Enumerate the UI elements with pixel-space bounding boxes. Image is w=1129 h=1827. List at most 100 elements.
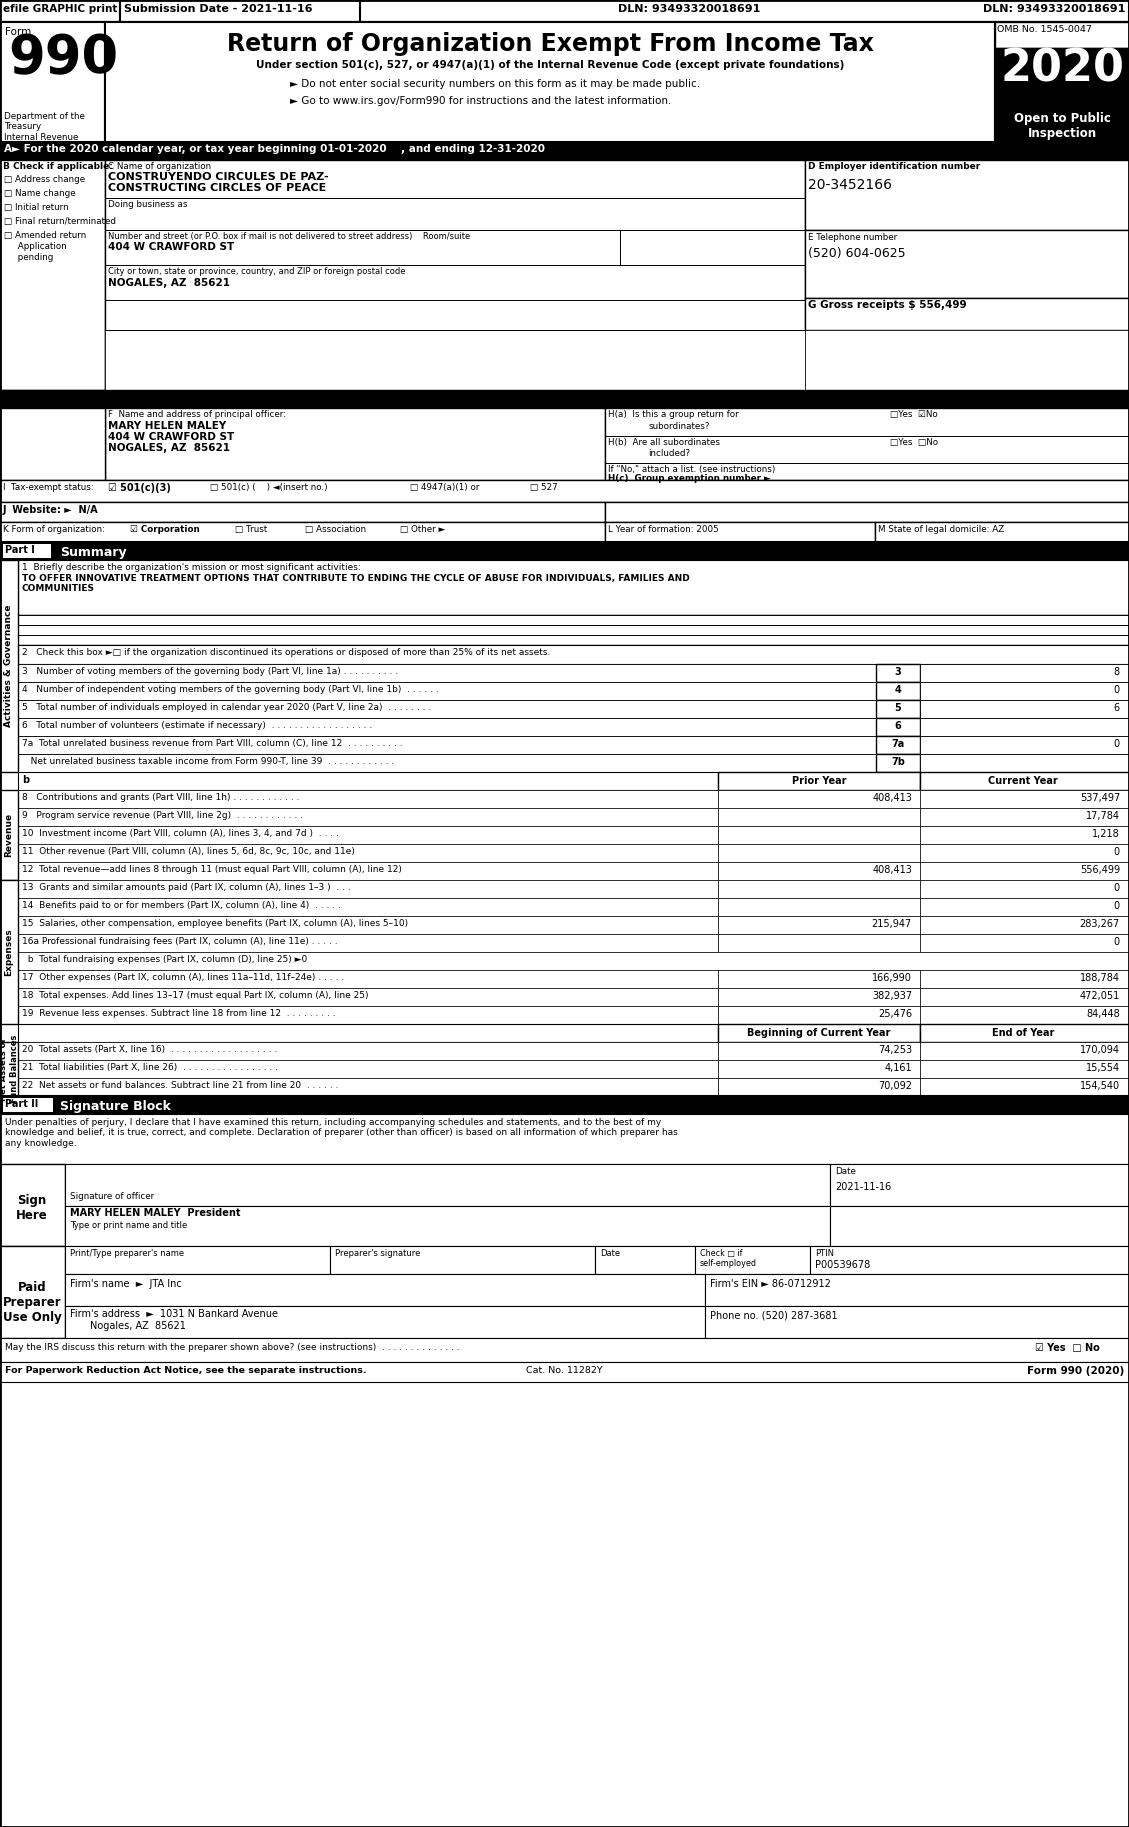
Bar: [18, 899, 718, 915]
Text: Firm's name  ►  JTA Inc: Firm's name ► JTA Inc: [70, 1279, 182, 1290]
Text: Submission Date - 2021-11-16: Submission Date - 2021-11-16: [124, 4, 313, 15]
Bar: [18, 718, 876, 736]
Text: Type or print name and title: Type or print name and title: [70, 1220, 187, 1230]
Text: 8: 8: [1114, 667, 1120, 678]
Bar: [65, 1246, 330, 1273]
Bar: [330, 1246, 595, 1273]
Text: M State of legal domicile: AZ: M State of legal domicile: AZ: [878, 524, 1005, 533]
Text: Under section 501(c), 527, or 4947(a)(1) of the Internal Revenue Code (except pr: Under section 501(c), 527, or 4947(a)(1)…: [256, 60, 844, 69]
Bar: [0, 389, 1129, 407]
Bar: [18, 616, 1129, 645]
Bar: [105, 407, 605, 481]
Bar: [18, 755, 876, 773]
Text: Phone no. (520) 287-3681: Phone no. (520) 287-3681: [710, 1312, 838, 1321]
Bar: [920, 808, 1129, 826]
Text: NOGALES, AZ  85621: NOGALES, AZ 85621: [108, 442, 230, 453]
Text: C Name of organization: C Name of organization: [108, 163, 211, 172]
Bar: [0, 1164, 65, 1246]
Text: F  Name and address of principal officer:: F Name and address of principal officer:: [108, 409, 286, 418]
Text: MARY HELEN MALEY: MARY HELEN MALEY: [108, 420, 226, 431]
Text: 7a  Total unrelated business revenue from Part VIII, column (C), line 12  . . . : 7a Total unrelated business revenue from…: [21, 738, 403, 747]
Bar: [718, 988, 920, 1007]
Text: Number and street (or P.O. box if mail is not delivered to street address)    Ro: Number and street (or P.O. box if mail i…: [108, 232, 471, 241]
Bar: [995, 102, 1129, 143]
Bar: [0, 22, 105, 143]
Text: 25,476: 25,476: [878, 1009, 912, 1019]
Bar: [718, 915, 920, 934]
Text: □ 527: □ 527: [530, 482, 558, 491]
Text: Revenue: Revenue: [5, 813, 14, 857]
Text: 170,094: 170,094: [1080, 1045, 1120, 1054]
Bar: [718, 934, 920, 952]
Text: subordinates?: subordinates?: [648, 422, 709, 431]
Bar: [920, 844, 1129, 862]
Bar: [18, 808, 718, 826]
Text: Nogales, AZ  85621: Nogales, AZ 85621: [90, 1321, 186, 1332]
Text: 22  Net assets or fund balances. Subtract line 21 from line 20  . . . . . .: 22 Net assets or fund balances. Subtract…: [21, 1082, 339, 1091]
Bar: [805, 161, 1129, 230]
Text: Net unrelated business taxable income from Form 990-T, line 39  . . . . . . . . : Net unrelated business taxable income fr…: [21, 756, 394, 766]
Text: 6: 6: [894, 722, 901, 731]
Bar: [920, 789, 1129, 808]
Text: P00539678: P00539678: [815, 1261, 870, 1270]
Bar: [805, 298, 1129, 331]
Bar: [18, 844, 718, 862]
Text: City or town, state or province, country, and ZIP or foreign postal code: City or town, state or province, country…: [108, 267, 405, 276]
Text: DLN: 93493320018691: DLN: 93493320018691: [982, 4, 1124, 15]
Bar: [718, 970, 920, 988]
Bar: [18, 934, 718, 952]
Text: 990: 990: [8, 33, 119, 84]
Bar: [920, 988, 1129, 1007]
Text: □ 501(c) (    ) ◄(insert no.): □ 501(c) ( ) ◄(insert no.): [210, 482, 327, 491]
Text: 15  Salaries, other compensation, employee benefits (Part IX, column (A), lines : 15 Salaries, other compensation, employe…: [21, 919, 408, 928]
Text: 19  Revenue less expenses. Subtract line 18 from line 12  . . . . . . . . .: 19 Revenue less expenses. Subtract line …: [21, 1009, 335, 1018]
Text: 4,161: 4,161: [884, 1063, 912, 1072]
Text: □Yes  ☑No: □Yes ☑No: [890, 409, 938, 418]
Text: 17,784: 17,784: [1086, 811, 1120, 820]
Text: Paid
Preparer
Use Only: Paid Preparer Use Only: [2, 1281, 61, 1325]
Text: Application: Application: [5, 241, 67, 250]
Text: Open to Public
Inspection: Open to Public Inspection: [1014, 111, 1111, 141]
Text: Net Assets or
Fund Balances: Net Assets or Fund Balances: [0, 1034, 19, 1104]
Text: ☑ 501(c)(3): ☑ 501(c)(3): [108, 482, 170, 493]
Bar: [875, 523, 1129, 543]
Bar: [718, 826, 920, 844]
Text: 537,497: 537,497: [1079, 793, 1120, 804]
Text: Sign
Here: Sign Here: [16, 1195, 47, 1222]
Text: 5: 5: [894, 703, 901, 713]
Text: 74,253: 74,253: [878, 1045, 912, 1054]
Bar: [18, 952, 1129, 970]
Text: □ Address change: □ Address change: [5, 175, 85, 185]
Text: Date: Date: [835, 1167, 856, 1177]
Text: 404 W CRAWFORD ST: 404 W CRAWFORD ST: [108, 431, 234, 442]
Bar: [718, 789, 920, 808]
Text: Summary: Summary: [60, 546, 126, 559]
Text: 556,499: 556,499: [1079, 864, 1120, 875]
Bar: [995, 22, 1129, 143]
Bar: [805, 230, 1129, 298]
Bar: [704, 1306, 1129, 1337]
Bar: [718, 773, 920, 789]
Bar: [876, 736, 920, 755]
Text: Signature Block: Signature Block: [60, 1100, 170, 1113]
Text: 6   Total number of volunteers (estimate if necessary)  . . . . . . . . . . . . : 6 Total number of volunteers (estimate i…: [21, 722, 373, 731]
Bar: [65, 1273, 704, 1306]
Text: Check □ if
self-employed: Check □ if self-employed: [700, 1250, 758, 1268]
Text: ☑ Corporation: ☑ Corporation: [130, 524, 200, 533]
Text: 15,554: 15,554: [1086, 1063, 1120, 1072]
Text: 408,413: 408,413: [872, 864, 912, 875]
Text: ► Do not enter social security numbers on this form as it may be made public.: ► Do not enter social security numbers o…: [290, 79, 700, 90]
Text: 6: 6: [1114, 703, 1120, 713]
Text: Prior Year: Prior Year: [791, 776, 847, 786]
Bar: [0, 1114, 1129, 1164]
Bar: [18, 789, 718, 808]
Bar: [718, 1041, 920, 1060]
Bar: [830, 1164, 1129, 1206]
Bar: [105, 22, 995, 143]
Text: NOGALES, AZ  85621: NOGALES, AZ 85621: [108, 278, 230, 289]
Text: □ Final return/terminated: □ Final return/terminated: [5, 217, 116, 227]
Bar: [0, 523, 605, 543]
Text: 3   Number of voting members of the governing body (Part VI, line 1a) . . . . . : 3 Number of voting members of the govern…: [21, 667, 399, 676]
Text: 84,448: 84,448: [1086, 1009, 1120, 1019]
Bar: [920, 718, 1129, 736]
